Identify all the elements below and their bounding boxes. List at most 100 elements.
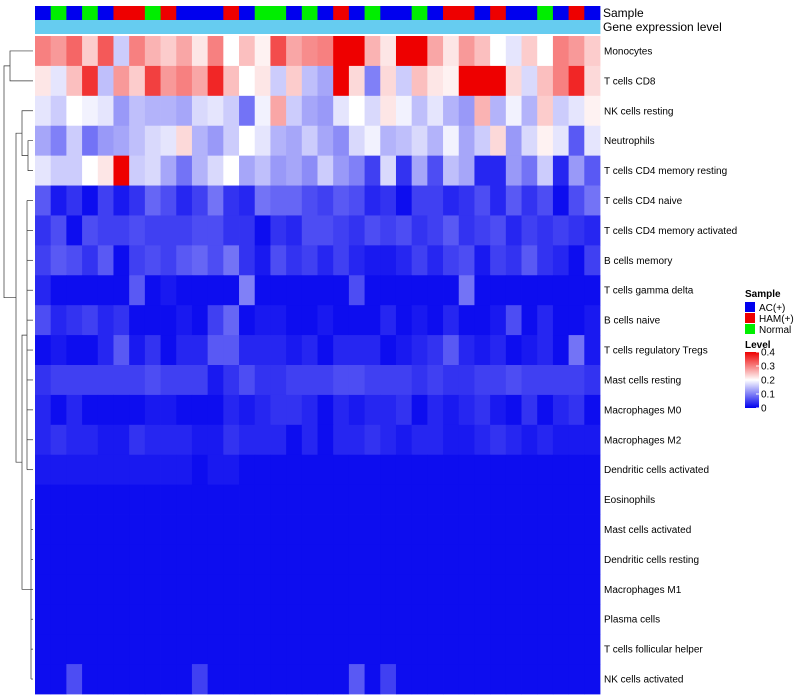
heatmap-cell (490, 275, 507, 306)
heatmap-cell (97, 155, 114, 186)
dendrogram-branch (15, 132, 22, 463)
row-label: B cells naive (604, 316, 661, 327)
heatmap-cell (584, 95, 601, 127)
dendrogram-branch (9, 50, 33, 82)
heatmap-cell (144, 275, 161, 306)
heatmap-cell (176, 544, 193, 575)
heatmap-cell (66, 454, 83, 486)
heatmap-cell (129, 394, 146, 426)
sample-annotation-cell (348, 6, 365, 20)
dendrogram-branch (3, 65, 16, 299)
heatmap-cell (286, 335, 303, 366)
heatmap-cell (66, 634, 83, 665)
heatmap-cell (239, 484, 256, 515)
heatmap-cell (490, 245, 507, 276)
heatmap-cell (364, 185, 381, 216)
heatmap-cell (207, 604, 224, 635)
heatmap-cell (395, 36, 413, 67)
heatmap-cell (348, 185, 365, 216)
heatmap-cell (82, 215, 99, 246)
heatmap-cell (144, 65, 161, 97)
heatmap-cell (443, 155, 460, 186)
heatmap-cell (490, 604, 507, 635)
heatmap-cell (490, 634, 507, 665)
heatmap-cell (113, 454, 130, 486)
heatmap-cell (35, 36, 52, 67)
heatmap-cell (458, 185, 475, 216)
heatmap-cell (176, 514, 193, 545)
heatmap-cell (490, 155, 507, 186)
heatmap-cell (129, 215, 146, 246)
heatmap-cell (254, 95, 271, 127)
heatmap-cell (427, 365, 444, 396)
heatmap-cell (254, 664, 271, 695)
heatmap-cell (191, 65, 209, 97)
sample-annotation-cell (239, 6, 256, 20)
heatmap-cell (301, 245, 318, 276)
heatmap-cell (144, 95, 161, 127)
heatmap-cell (191, 634, 209, 665)
sample-annotation-cell (207, 6, 224, 20)
sample-annotation-cell (254, 6, 271, 20)
heatmap-cell (35, 125, 52, 157)
gene-track-cell (113, 20, 130, 34)
heatmap-cell (537, 215, 554, 246)
heatmap-cell (144, 215, 161, 246)
row-label: Eosinophils (604, 495, 655, 506)
heatmap-cell (286, 36, 303, 67)
heatmap-cell (129, 155, 146, 186)
heatmap-cell (584, 544, 601, 575)
heatmap-cell (395, 215, 413, 246)
heatmap-cell (50, 305, 67, 336)
heatmap-cell (395, 484, 413, 515)
heatmap-cell (537, 574, 554, 605)
heatmap-cell (144, 544, 161, 575)
heatmap-cell (521, 664, 538, 695)
heatmap-cell (568, 36, 585, 67)
heatmap-cell (50, 424, 67, 456)
heatmap-cell (113, 604, 130, 635)
sample-annotation-cell (474, 6, 491, 20)
heatmap-cell (66, 604, 83, 635)
heatmap-cell (505, 604, 522, 635)
heatmap-cell (35, 394, 52, 426)
heatmap-cell (239, 36, 256, 67)
heatmap-cell (301, 634, 318, 665)
heatmap-cell (223, 185, 240, 216)
heatmap-cell (35, 335, 52, 366)
heatmap-cell (35, 155, 52, 186)
heatmap-cell (317, 245, 334, 276)
sample-annotation-cell (552, 6, 570, 20)
heatmap-cell (35, 634, 52, 665)
heatmap-cell (521, 365, 538, 396)
sample-annotation-cell (584, 6, 601, 20)
heatmap-cell (129, 664, 146, 695)
heatmap-cell (458, 305, 475, 336)
heatmap-cell (474, 36, 491, 67)
heatmap-cell (505, 365, 522, 396)
heatmap-cell (82, 36, 99, 67)
heatmap-cell (254, 125, 271, 157)
heatmap-cell (458, 424, 475, 456)
heatmap-cell (537, 245, 554, 276)
heatmap-cell (333, 95, 350, 127)
heatmap-cell (474, 514, 491, 545)
heatmap-cell (50, 484, 67, 515)
heatmap-cell (144, 604, 161, 635)
heatmap-cell (411, 634, 428, 665)
heatmap-cell (505, 544, 522, 575)
heatmap-cell (35, 65, 52, 97)
heatmap-cell (97, 365, 114, 396)
heatmap-cell (364, 245, 381, 276)
gene-track-cell (35, 20, 52, 34)
heatmap-cell (348, 335, 365, 366)
heatmap-cell (380, 484, 397, 515)
heatmap-cell (207, 574, 224, 605)
heatmap-cell (317, 574, 334, 605)
heatmap-cell (364, 65, 381, 97)
heatmap-cell (458, 574, 475, 605)
legend-swatch-ac (745, 302, 755, 312)
heatmap-cell (207, 125, 224, 157)
heatmap-cell (584, 484, 601, 515)
heatmap-cell (254, 634, 271, 665)
